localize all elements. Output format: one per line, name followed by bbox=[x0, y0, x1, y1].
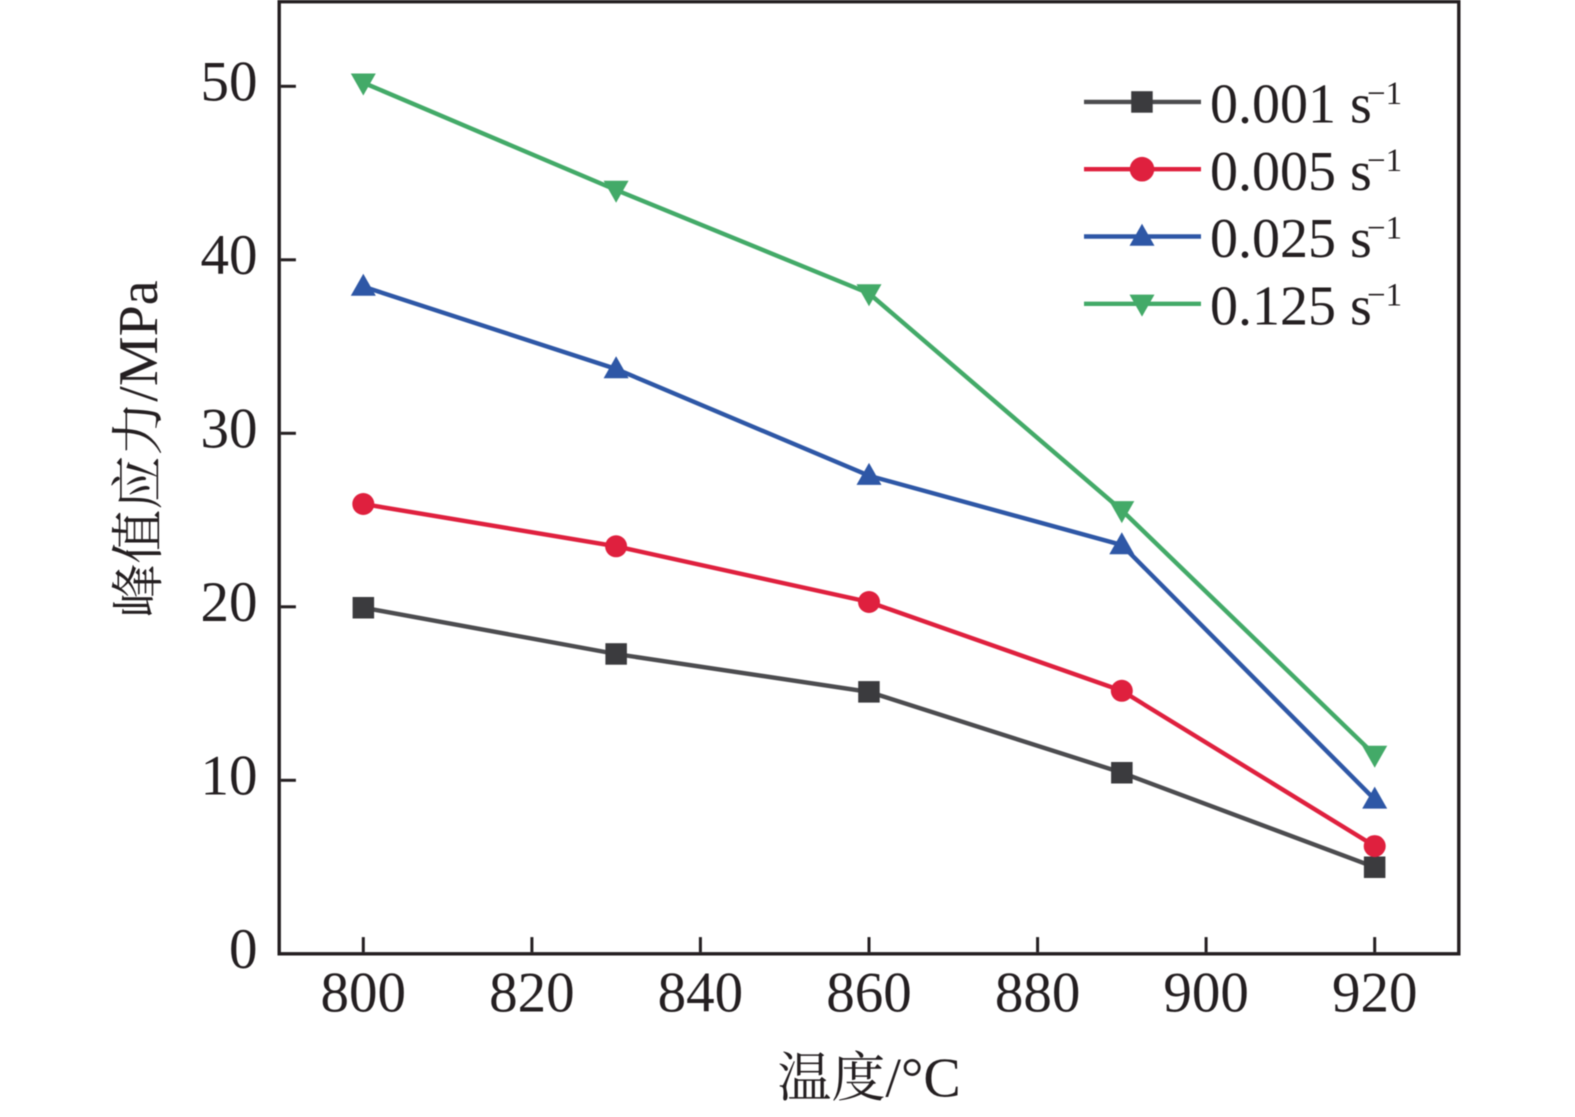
svg-text:880: 880 bbox=[995, 962, 1081, 1025]
svg-text:−1: −1 bbox=[1367, 76, 1402, 112]
svg-text:20: 20 bbox=[201, 571, 258, 634]
svg-text:0.025 s: 0.025 s bbox=[1210, 208, 1372, 270]
svg-text:30: 30 bbox=[201, 398, 258, 461]
svg-text:/°C: /°C bbox=[885, 1047, 960, 1109]
svg-text:40: 40 bbox=[201, 224, 258, 287]
svg-text:820: 820 bbox=[489, 962, 575, 1025]
svg-text:920: 920 bbox=[1332, 962, 1418, 1025]
svg-text:−1: −1 bbox=[1367, 143, 1402, 179]
svg-text:0.005 s: 0.005 s bbox=[1210, 141, 1372, 203]
svg-text:900: 900 bbox=[1163, 962, 1249, 1025]
svg-text:0: 0 bbox=[229, 918, 258, 981]
svg-text:840: 840 bbox=[658, 962, 744, 1025]
svg-text:50: 50 bbox=[201, 51, 258, 114]
svg-text:860: 860 bbox=[826, 962, 912, 1025]
svg-text:/MPa: /MPa bbox=[108, 280, 170, 401]
svg-text:800: 800 bbox=[321, 962, 407, 1025]
svg-text:0.001 s: 0.001 s bbox=[1210, 74, 1372, 136]
svg-text:−1: −1 bbox=[1367, 210, 1402, 246]
svg-text:10: 10 bbox=[201, 745, 258, 808]
svg-text:0.125 s: 0.125 s bbox=[1210, 275, 1372, 337]
svg-text:−1: −1 bbox=[1367, 278, 1402, 314]
